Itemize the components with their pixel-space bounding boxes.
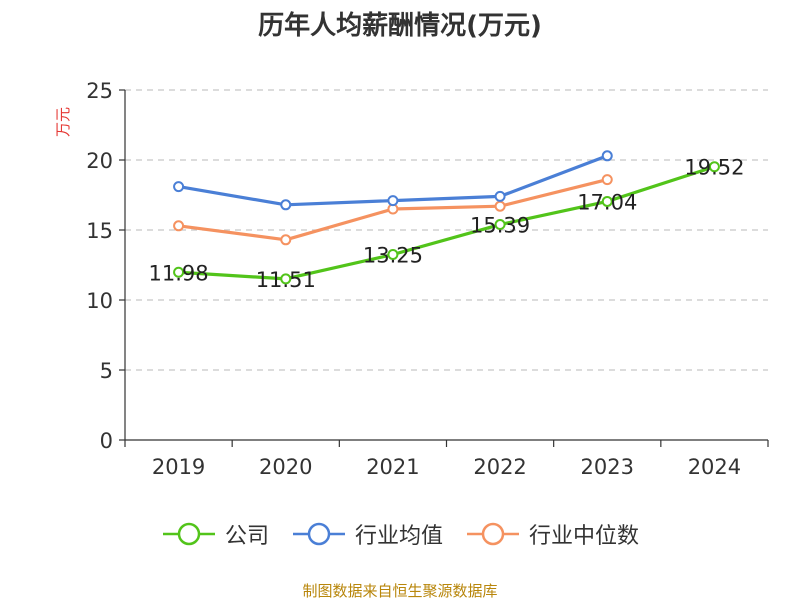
legend-label: 公司 <box>224 524 269 549</box>
legend-item[interactable]: 行业中位数 <box>465 518 639 550</box>
y-tick-label: 10 <box>86 289 113 313</box>
x-tick-label: 2020 <box>259 455 312 479</box>
legend-label: 行业中位数 <box>529 524 640 549</box>
data-label: 19.52 <box>684 156 744 180</box>
y-tick-label: 25 <box>86 79 113 103</box>
data-label: 15.39 <box>470 214 530 238</box>
data-point <box>494 219 506 231</box>
axes: 0 5 10 15 20 25 2019 2020 2021 2022 2023 2024 <box>86 79 769 479</box>
legend-marker-icon <box>162 522 215 546</box>
series-2 <box>173 174 613 246</box>
grid-lines <box>125 89 768 371</box>
data-point <box>601 195 613 207</box>
data-point <box>708 161 720 173</box>
x-tick-label: 2019 <box>152 455 205 479</box>
y-axis-label: 万元 <box>54 107 72 137</box>
data-point <box>601 174 613 186</box>
data-label: 11.51 <box>256 268 316 292</box>
data-label: 13.25 <box>363 244 423 268</box>
data-label: 17.04 <box>577 190 637 214</box>
legend-label: 行业均值 <box>354 524 443 549</box>
source-note: 制图数据来自恒生聚源数据库 <box>302 582 498 600</box>
x-tick-label: 2024 <box>688 455 741 479</box>
series-0 <box>173 161 720 285</box>
chart-title: 历年人均薪酬情况(万元) <box>258 10 542 41</box>
data-point <box>173 181 185 193</box>
data-point <box>280 199 292 211</box>
y-tick-label: 15 <box>86 219 113 243</box>
series-lines <box>173 150 720 285</box>
data-labels: 11.98 11.51 13.25 15.39 17.04 19.52 <box>149 156 745 292</box>
series-line <box>176 165 717 281</box>
legend: 公司 行业均值 行业中位数 <box>0 518 800 550</box>
data-point <box>387 249 399 260</box>
data-point <box>280 273 292 285</box>
x-tick-label: 2022 <box>473 455 526 479</box>
y-tick-label: 20 <box>86 149 113 173</box>
x-tick-label: 2021 <box>366 455 419 479</box>
data-point <box>494 190 506 202</box>
legend-marker-icon <box>467 522 519 546</box>
data-label: 11.98 <box>149 261 209 285</box>
x-tick-label: 2023 <box>581 455 634 479</box>
legend-marker-icon <box>292 522 345 546</box>
data-point <box>601 150 613 162</box>
data-point <box>387 195 399 207</box>
data-point <box>280 234 292 246</box>
data-point <box>173 266 185 278</box>
data-point <box>494 200 506 212</box>
y-tick-label: 5 <box>100 359 113 383</box>
y-tick-label: 0 <box>100 429 113 453</box>
legend-item[interactable]: 行业均值 <box>291 518 443 550</box>
data-point <box>173 220 185 232</box>
legend-item[interactable]: 公司 <box>161 518 269 550</box>
series-1 <box>173 150 613 211</box>
